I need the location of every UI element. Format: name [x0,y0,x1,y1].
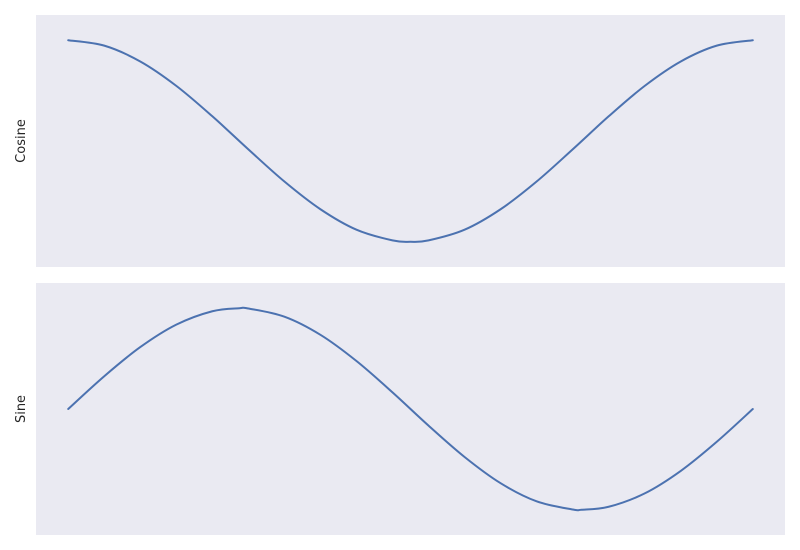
cosine-series-line [67,39,754,243]
cosine-ylabel: Cosine [14,119,29,163]
cosine-subplot: Cosine [14,15,785,267]
cosine-plot-area [36,15,785,267]
sine-series-line [67,306,754,512]
sine-subplot: Sine [14,283,785,535]
sine-ylabel: Sine [14,395,29,423]
